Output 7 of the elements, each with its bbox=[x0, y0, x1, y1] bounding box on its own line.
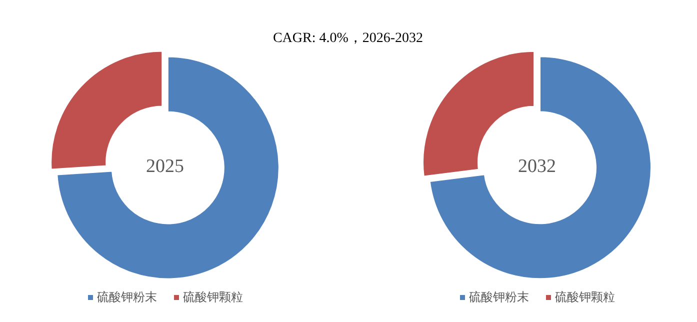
text: CAGR: 4.0%，2026-2032 bbox=[272, 31, 424, 46]
legend-label: 硫酸钾颗粒 bbox=[555, 290, 615, 304]
legend-label: 硫酸钾粉末 bbox=[97, 290, 157, 304]
text: 2032 bbox=[518, 156, 556, 177]
legend-label: 硫酸钾颗粒 bbox=[183, 290, 243, 304]
legend-label: 硫酸钾粉末 bbox=[469, 290, 529, 304]
text: 2025 bbox=[146, 156, 184, 177]
